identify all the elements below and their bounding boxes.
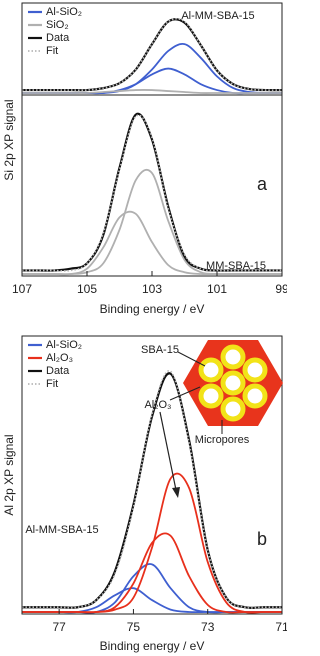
legend-label: Fit [46, 378, 58, 390]
legend-label: Data [46, 365, 70, 377]
pore [220, 370, 246, 396]
series-line [22, 89, 282, 94]
x-tick-label: 75 [127, 620, 141, 634]
legend-label: Fit [46, 45, 58, 57]
x-axis-label: Binding energy / eV [100, 639, 205, 653]
figure: Al-MM-SBA-15 MM-SBA-15 a Binding energy … [2, 2, 287, 653]
series-line [21, 17, 283, 92]
series-line [21, 168, 282, 276]
x-axis-label: Binding energy / eV [100, 302, 205, 316]
series-line [21, 112, 282, 272]
x-tick-label: 71 [275, 620, 287, 634]
x-tick-label: 107 [12, 282, 32, 296]
legend-label: Al-SiO₂ [46, 339, 82, 351]
series-line [22, 43, 283, 95]
pointer [177, 351, 206, 367]
pore [198, 383, 224, 409]
y-axis-label: Al 2p XP signal [2, 434, 16, 515]
panel-label: a [257, 174, 268, 194]
pointer [169, 386, 201, 401]
legend-label: Data [46, 32, 70, 44]
y-axis-label: Si 2p XP signal [2, 99, 16, 180]
pore [220, 344, 246, 370]
series-line [21, 210, 282, 276]
arrow-head [172, 487, 180, 498]
series-line [22, 532, 282, 614]
pore [198, 357, 224, 383]
series-line [22, 563, 282, 614]
x-tick-label: 105 [77, 282, 97, 296]
pore [220, 396, 246, 422]
inset-label: Micropores [195, 434, 250, 446]
sample-label: Al-MM-SBA-15 [181, 10, 254, 22]
legend-label: Al₂O₃ [46, 352, 73, 364]
panel-label: b [257, 529, 267, 549]
legend-label: SiO₂ [46, 19, 69, 31]
plot-layer [21, 17, 283, 614]
pore [242, 383, 268, 409]
sample-label: Al-MM-SBA-15 [25, 524, 98, 536]
x-tick-label: 101 [207, 282, 227, 296]
x-tick-label: 73 [201, 620, 215, 634]
panel-b-frame [21, 335, 283, 615]
x-tick-label: 77 [52, 620, 66, 634]
series-line [21, 114, 282, 272]
pore [242, 357, 268, 383]
series-line [22, 587, 282, 614]
legend-label: Al-SiO₂ [46, 6, 82, 18]
arrow [159, 411, 177, 491]
inset-label: Al₂O₃ [144, 399, 171, 411]
pores [198, 344, 268, 422]
x-tick-label: 103 [142, 282, 162, 296]
x-tick-label: 99 [275, 282, 287, 296]
inset-label: SBA-15 [141, 344, 179, 356]
sample-label: MM-SBA-15 [206, 260, 266, 272]
inset-diagram: SBA-15 Al₂O₃ Micropores [141, 340, 283, 498]
